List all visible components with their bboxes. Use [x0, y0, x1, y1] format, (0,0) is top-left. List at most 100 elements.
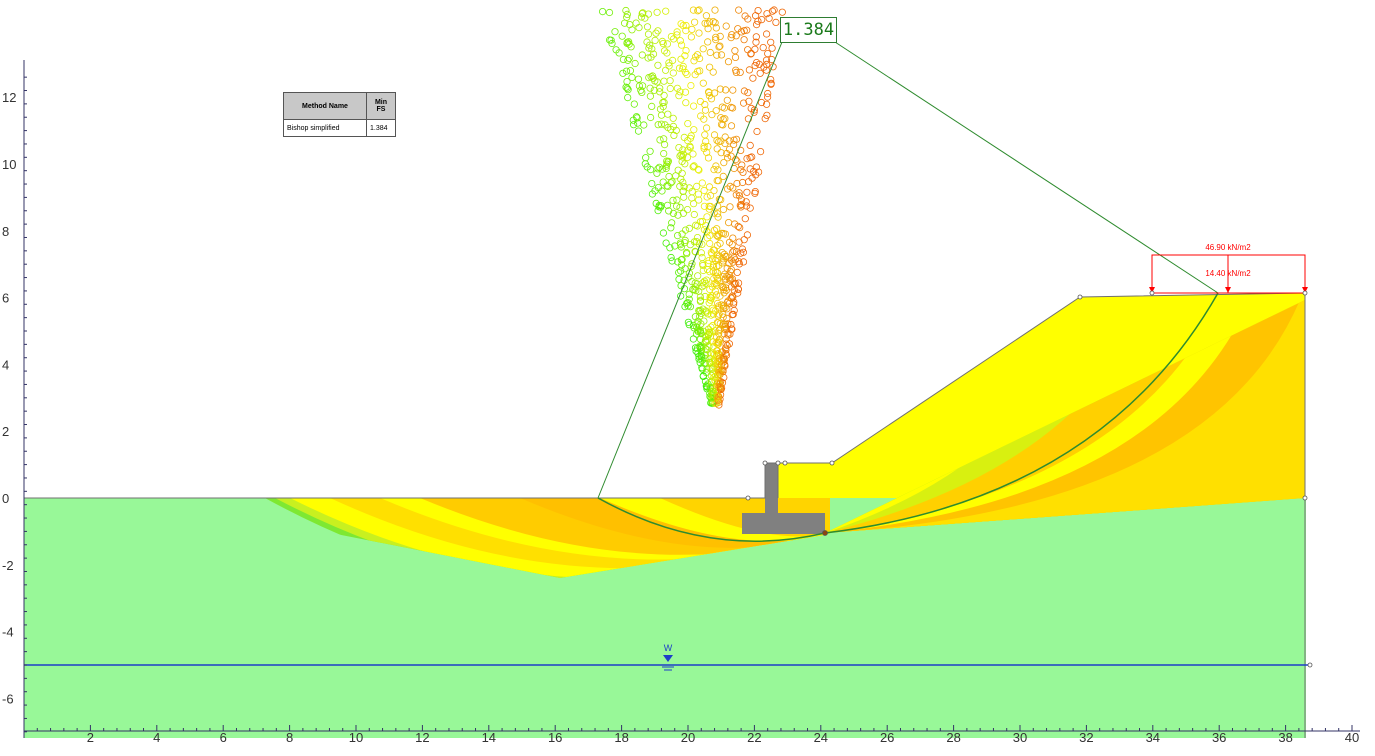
slip-center-point — [700, 226, 709, 234]
slip-center-point — [710, 246, 719, 254]
slip-center-point — [764, 49, 772, 58]
slip-center-point — [686, 241, 694, 249]
slip-center-point — [702, 124, 711, 132]
slip-center-point — [668, 178, 676, 186]
slip-center-point — [665, 207, 673, 215]
slip-center-point — [643, 38, 651, 46]
y-tick-label: -6 — [2, 691, 14, 706]
slip-center-point — [716, 32, 724, 41]
slip-center-point — [719, 229, 728, 238]
slip-center-point — [652, 29, 660, 37]
slip-center-point — [721, 362, 729, 370]
slip-center-point — [681, 226, 690, 234]
slip-center-point — [710, 187, 718, 195]
slip-center-point — [736, 224, 744, 232]
slip-center-point — [706, 192, 715, 200]
slip-center-point — [660, 47, 669, 55]
slip-center-point — [684, 146, 692, 154]
slip-center-point — [695, 196, 703, 204]
x-tick-label: 22 — [747, 730, 761, 745]
slip-center-point — [724, 297, 732, 305]
slip-center-point — [631, 59, 639, 68]
slip-center-point — [690, 18, 699, 26]
slip-center-point — [686, 142, 694, 150]
slip-center-point — [687, 33, 696, 41]
slip-center-point — [660, 150, 668, 158]
x-tick-label: 28 — [946, 730, 960, 745]
slip-center-point — [681, 52, 689, 60]
slip-center-point — [673, 84, 682, 92]
slip-center-point — [666, 77, 674, 85]
slip-center-point — [743, 231, 752, 239]
y-tick-label: 0 — [2, 491, 9, 506]
x-tick-label: 2 — [87, 730, 94, 745]
slip-center-point — [706, 285, 714, 294]
slip-center-point — [667, 224, 675, 232]
slip-center-point — [682, 21, 690, 30]
slip-center-point — [719, 205, 728, 214]
slip-center-point — [703, 265, 712, 274]
slip-center-point — [634, 119, 642, 127]
critical-slip-surface — [597, 292, 1219, 542]
slip-center-point — [734, 285, 742, 293]
slip-center-point — [635, 82, 644, 90]
slip-center-point — [693, 51, 702, 59]
slip-center-point — [694, 272, 702, 280]
slip-center-point — [626, 67, 635, 75]
slip-center-point — [735, 192, 744, 200]
slip-center-point — [764, 89, 772, 98]
slip-center-point — [724, 58, 733, 66]
slip-center-point — [706, 18, 714, 26]
slip-center-point — [752, 20, 761, 29]
slip-center-point — [608, 39, 616, 48]
slip-center-point — [705, 202, 713, 210]
slip-center-point — [744, 89, 752, 97]
slip-center-point — [716, 292, 724, 300]
slip-center-point — [703, 346, 711, 354]
slip-center-point — [745, 97, 753, 105]
slip-center-point — [711, 19, 719, 27]
slip-center-point — [697, 330, 705, 338]
slip-center-point — [679, 187, 687, 195]
slip-center-point — [648, 72, 657, 80]
slip-center-point — [706, 350, 715, 358]
slip-center-point — [772, 18, 780, 26]
slip-center-point — [737, 203, 745, 211]
slip-center-point — [723, 264, 731, 272]
slip-center-point — [723, 185, 732, 193]
slip-center-point — [630, 100, 638, 108]
slip-center-point — [664, 158, 672, 166]
slip-center-point — [672, 126, 680, 134]
slip-center-point — [685, 269, 694, 277]
slip-center-point — [740, 87, 749, 95]
slip-center-point — [672, 172, 680, 180]
slip-center-point — [739, 258, 748, 266]
slip-center-point — [633, 114, 641, 122]
slip-center-point — [717, 361, 725, 369]
slip-center-point — [732, 32, 740, 40]
slip-center-point — [666, 84, 674, 93]
x-tick-label: 38 — [1278, 730, 1292, 745]
slip-center-point — [714, 213, 722, 221]
slip-center-point — [720, 354, 728, 362]
slip-center-point — [647, 53, 655, 61]
slip-center-point — [648, 180, 656, 188]
slip-center-point — [744, 178, 753, 186]
y-tick-label: 8 — [2, 224, 9, 239]
slip-center-point — [634, 127, 643, 135]
slip-center-point — [704, 143, 712, 151]
slip-center-point — [719, 115, 727, 123]
slip-center-point — [627, 43, 635, 51]
slip-center-point — [729, 310, 737, 318]
slip-center-point — [644, 30, 653, 38]
slip-center-point — [735, 238, 743, 246]
slip-center-point — [687, 82, 695, 90]
slip-center-point — [666, 244, 674, 252]
slip-center-point — [694, 7, 702, 15]
slip-center-point — [674, 211, 682, 219]
slip-center-point — [646, 147, 654, 155]
slip-center-point — [713, 210, 722, 218]
slip-center-point — [721, 86, 730, 94]
slip-center-point — [638, 51, 646, 59]
slip-center-point — [702, 222, 710, 230]
